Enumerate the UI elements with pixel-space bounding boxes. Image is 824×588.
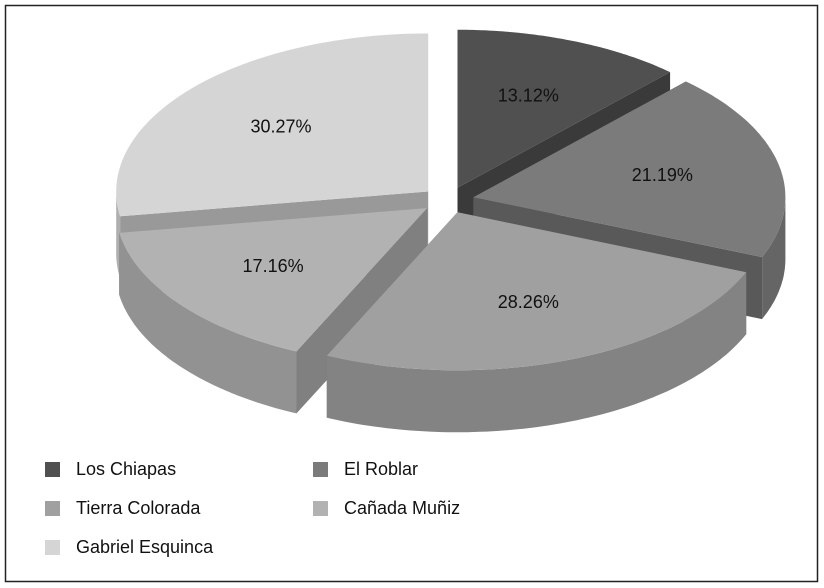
slice [119, 208, 428, 352]
value-label: 28.26% [498, 292, 559, 312]
value-label: 30.27% [251, 117, 312, 137]
slice [326, 212, 747, 371]
slice [457, 29, 671, 188]
value-label: 17.16% [243, 256, 304, 276]
legend-swatch [313, 462, 328, 477]
legend-swatch [313, 501, 328, 516]
legend-label: El Roblar [344, 459, 418, 479]
value-label: 13.12% [498, 85, 559, 105]
slice [473, 81, 786, 258]
legend-label: Los Chiapas [76, 459, 176, 479]
value-label: 21.19% [632, 165, 693, 185]
slice-side [326, 272, 747, 433]
slice-side [116, 192, 121, 279]
slice-side [762, 196, 786, 320]
legend-label: Gabriel Esquinca [76, 537, 214, 557]
legend-swatch [45, 501, 60, 516]
slice [116, 33, 429, 217]
legend-swatch [45, 540, 60, 555]
legend-swatch [45, 462, 60, 477]
slice-side [119, 232, 297, 414]
legend-label: Cañada Muñiz [344, 498, 460, 518]
legend-label: Tierra Colorada [76, 498, 201, 518]
